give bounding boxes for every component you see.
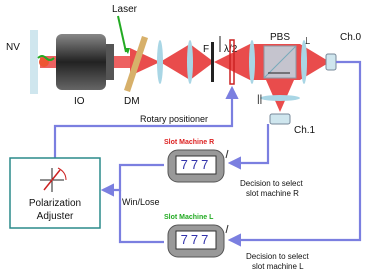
half-wave-label: λ/2 xyxy=(224,44,238,55)
adjuster-label: Polarization xyxy=(29,198,81,209)
perp-label: ⊥ xyxy=(302,36,311,47)
laser-arrowhead xyxy=(124,48,130,54)
slot-l-reels: 777 xyxy=(181,232,212,247)
io-label: IO xyxy=(74,96,85,107)
decision-r: Decision to select xyxy=(240,179,303,188)
f-label: F xyxy=(203,44,209,55)
laser-arrow xyxy=(117,15,127,53)
lever xyxy=(225,224,229,234)
ch0-label: Ch.0 xyxy=(340,32,362,43)
connector xyxy=(227,60,362,247)
adjuster-label: Adjuster xyxy=(37,211,74,222)
slot-l-title: Slot Machine L xyxy=(164,214,214,221)
polarization-vector xyxy=(43,169,61,191)
connector xyxy=(118,190,164,244)
lens xyxy=(249,40,255,84)
dm-label: DM xyxy=(124,96,140,107)
lens xyxy=(187,40,193,84)
reel-window xyxy=(175,230,217,250)
objective-tip xyxy=(106,44,114,80)
dichroic-mirror xyxy=(124,36,148,92)
connector xyxy=(53,85,239,158)
objective xyxy=(56,34,106,90)
win-lose-label: Win/Lose xyxy=(122,197,160,207)
decision-l: Decision to select xyxy=(246,252,309,261)
decision-l: slot machine L xyxy=(252,262,304,271)
laser-label: Laser xyxy=(112,4,138,15)
ch1-label: Ch.1 xyxy=(294,125,316,136)
sample xyxy=(30,30,38,94)
lens xyxy=(157,40,163,84)
rotation-arc xyxy=(57,167,67,181)
detector-ch0 xyxy=(325,53,337,71)
slot-r-title: Slot Machine R xyxy=(164,139,214,146)
slot-r-reels: 777 xyxy=(181,157,212,172)
lever xyxy=(225,149,229,159)
reel-window xyxy=(175,155,217,175)
detector-ch1 xyxy=(269,113,291,125)
connector xyxy=(100,163,164,197)
emission xyxy=(37,55,55,61)
lens xyxy=(301,40,307,84)
adjuster-box xyxy=(9,157,101,229)
pbs-label: PBS xyxy=(270,32,290,43)
decision-r: slot machine R xyxy=(246,189,299,198)
lens xyxy=(260,95,300,101)
connector xyxy=(227,124,270,170)
half-wave-plate xyxy=(229,39,235,85)
rotary-label: Rotary positioner xyxy=(140,114,208,124)
filter xyxy=(211,42,214,82)
nv-label: NV xyxy=(6,42,20,53)
parallel-label: || xyxy=(257,94,262,105)
